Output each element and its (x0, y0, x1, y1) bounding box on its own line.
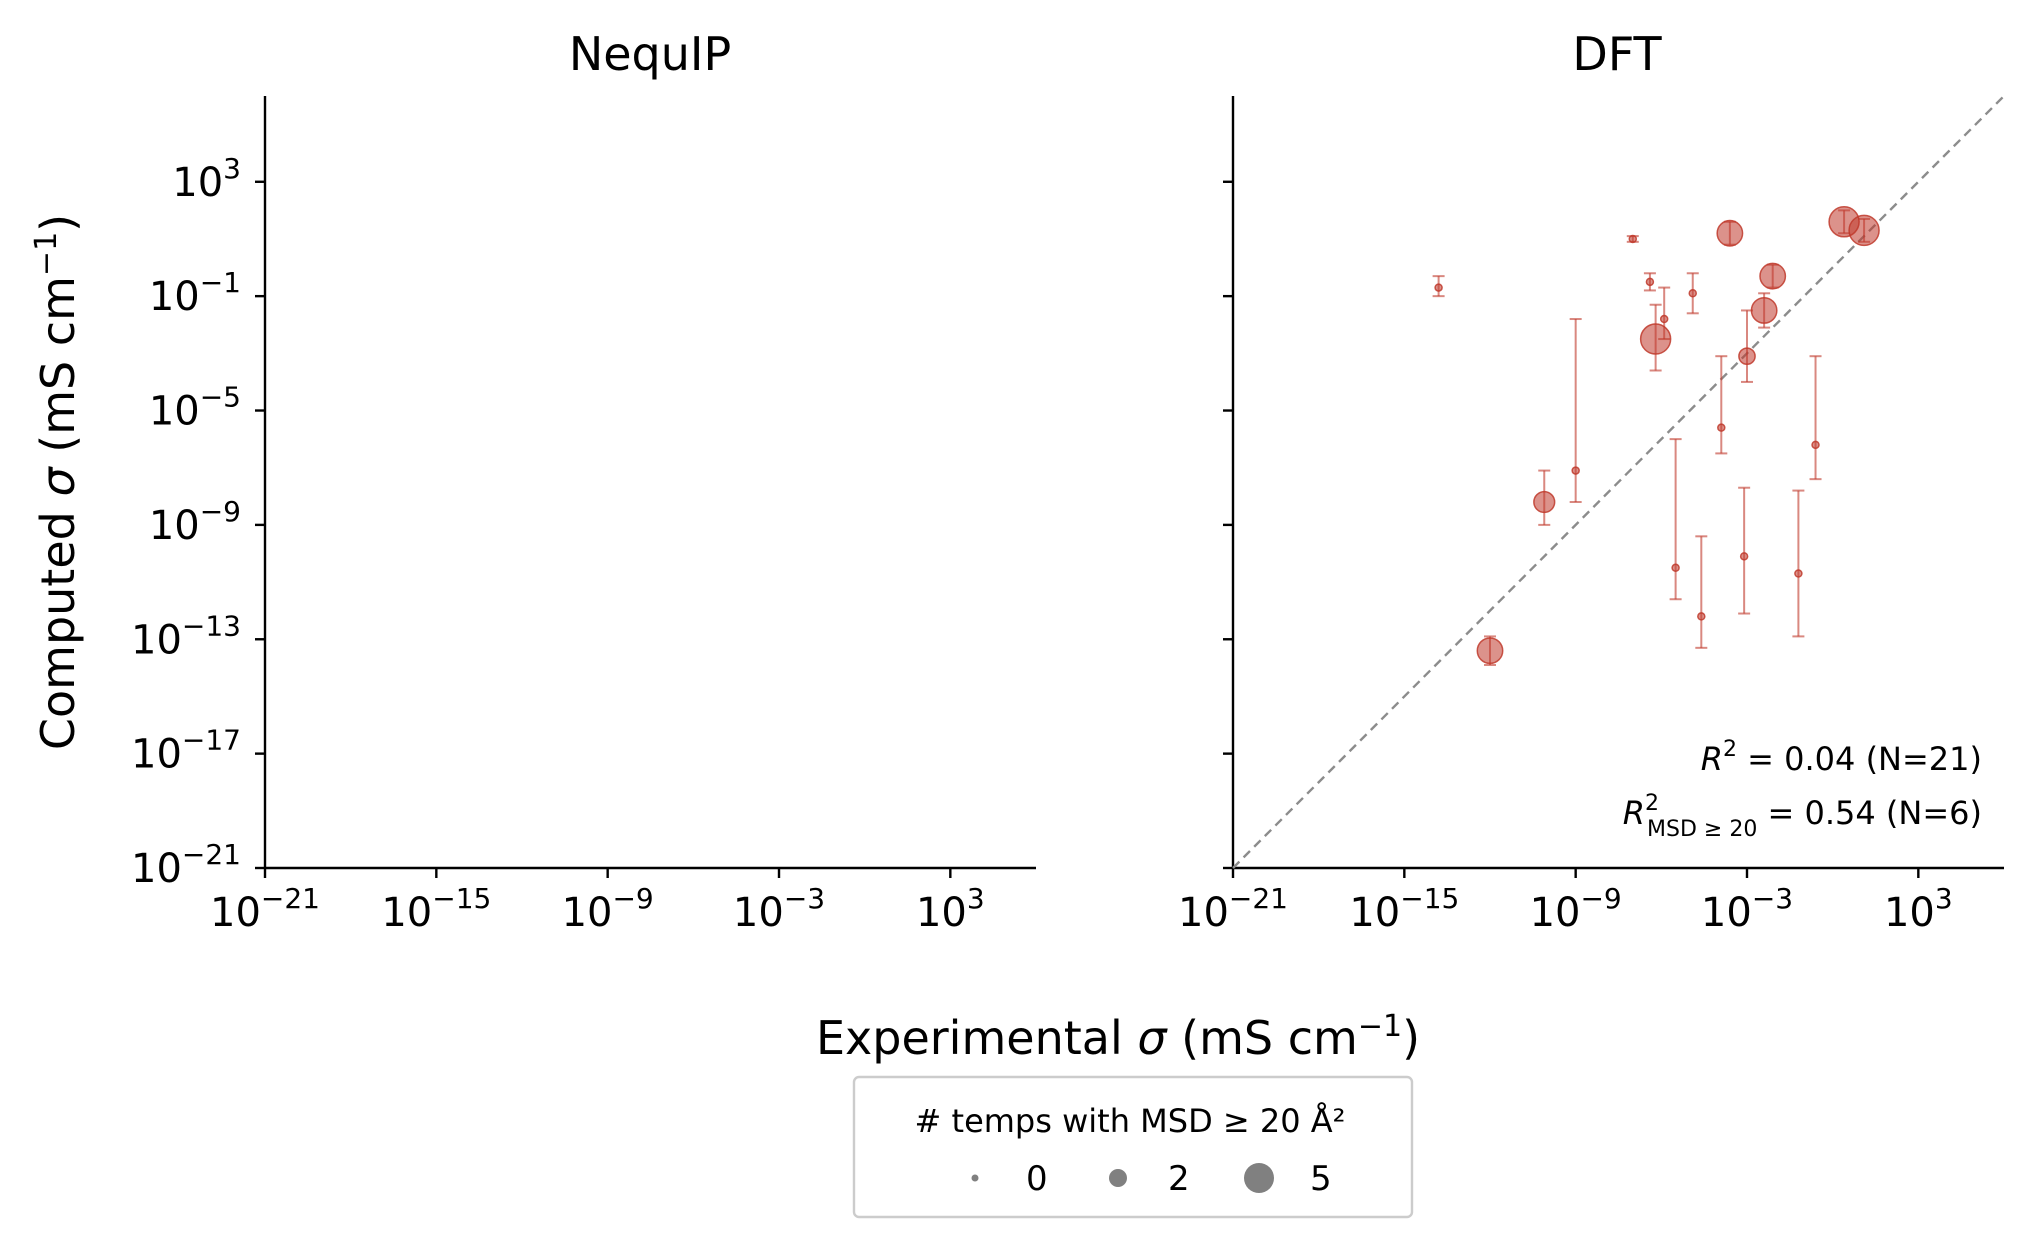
data-point-11 (1717, 423, 1726, 432)
legend-title: # temps with MSD ≥ 20 Å² (915, 1102, 1346, 1140)
r2-superscript: 2 (1723, 737, 1737, 762)
x-tick-label-2: 10−9 (562, 882, 654, 936)
axes-nequip (263, 96, 1036, 870)
data-point-2 (1533, 490, 1556, 514)
x-tick-label-0: 10−21 (210, 882, 320, 936)
r2-symbol: R (1701, 740, 1723, 778)
ticks-nequip: 10−21 10−15 10−9 10−3 103 10−21 10−17 10−13 10−9… (131, 152, 985, 936)
x-tick-label-3: 10−3 (733, 882, 825, 936)
error-bar-11 (1715, 355, 1728, 455)
x-axis-label-symbol: σ (1137, 1011, 1168, 1065)
data-point-7 (1659, 314, 1669, 324)
data-point-20 (1848, 214, 1880, 247)
r2msd-symbol: R (1623, 794, 1645, 832)
y-tick-label-6: 103 (172, 152, 241, 206)
data-point-16 (1759, 262, 1787, 290)
data-point-9 (1688, 289, 1697, 298)
y-axis-label: Computed σ (mS cm−1) (29, 214, 85, 750)
legend-marker-2 (1109, 1169, 1127, 1187)
x-tick-label-2: 10−9 (1530, 882, 1622, 936)
data-point-17 (1794, 569, 1803, 578)
data-point-8 (1671, 563, 1680, 573)
x-tick-label-4: 103 (1884, 882, 1953, 936)
x-tick-label-1: 10−15 (381, 882, 491, 936)
error-bar-18 (1809, 355, 1822, 481)
data-point-15 (1750, 296, 1778, 324)
legend-label-5: 5 (1310, 1159, 1332, 1199)
r2msd-subscript: MSD ≥ 20 (1647, 817, 1757, 842)
error-bar-8 (1669, 438, 1682, 601)
y-tick-label-5: 10−1 (149, 266, 241, 320)
r2-value: = 0.04 (N=21) (1737, 740, 1982, 778)
y-axis-label-text: Computed (31, 497, 85, 751)
y-tick-label-2: 10−13 (131, 609, 241, 663)
r2-line: R2 = 0.04 (N=21) (1701, 737, 1982, 778)
legend-marker-0 (971, 1174, 979, 1182)
r2msd-line: R2 MSD ≥ 20 = 0.54 (N=6) (1623, 791, 1982, 842)
legend: # temps with MSD ≥ 20 Å² 0 2 5 (852, 1075, 1414, 1219)
data-point-6 (1639, 323, 1672, 355)
panel-title-nequip: NequIP (569, 27, 731, 81)
data-point-4 (1628, 234, 1638, 244)
error-bar-10 (1695, 535, 1708, 649)
ticks-dft: 10−21 10−15 10−9 10−3 103 (1178, 180, 1953, 936)
r2msd-superscript: 2 (1645, 791, 1659, 816)
y-tick-label-4: 10−5 (149, 381, 241, 435)
axes-dft (1231, 96, 2004, 870)
data-point-18 (1811, 440, 1820, 450)
error-bar-14 (1741, 309, 1753, 383)
data-point-12 (1716, 219, 1744, 247)
legend-label-0: 0 (1026, 1159, 1048, 1199)
error-bar-13 (1738, 486, 1751, 615)
data-point-10 (1697, 612, 1706, 621)
r2-annotation: R2 = 0.04 (N=21) R2 MSD ≥ 20 = 0.54 (N=6) (1623, 737, 1982, 842)
y-tick-label-3: 10−9 (149, 495, 241, 549)
identity-line (1232, 95, 2005, 869)
data-point-1 (1476, 637, 1504, 665)
data-point-5 (1645, 277, 1655, 287)
y-tick-label-0: 10−21 (131, 838, 241, 892)
points-dft (1432, 206, 1880, 666)
data-point-13 (1739, 552, 1749, 561)
data-point-3 (1571, 466, 1580, 475)
x-tick-label-1: 10−15 (1349, 882, 1459, 936)
x-axis-label-close: ) (1402, 1011, 1420, 1065)
legend-marker-5 (1244, 1163, 1274, 1193)
r2msd-value: = 0.54 (N=6) (1757, 794, 1982, 832)
legend-label-2: 2 (1168, 1159, 1190, 1199)
x-axis-label-sup: −1 (1358, 1009, 1402, 1044)
data-point-14 (1738, 347, 1756, 366)
y-axis-label-symbol: σ (31, 466, 85, 497)
y-axis-label-close: ) (31, 214, 85, 232)
y-axis-label-sup: −1 (29, 232, 64, 276)
error-bar-17 (1792, 489, 1805, 638)
y-tick-label-1: 10−17 (131, 724, 241, 778)
error-bar-7 (1658, 286, 1671, 341)
data-point-0 (1434, 283, 1443, 292)
x-axis-label-unit: (mS cm (1167, 1011, 1358, 1065)
y-axis-label-unit: (mS cm (31, 276, 85, 467)
x-axis-label: Experimental σ (mS cm−1) (816, 1009, 1420, 1065)
x-axis-label-text: Experimental (816, 1011, 1137, 1065)
x-tick-label-4: 103 (916, 882, 985, 936)
x-tick-label-0: 10−21 (1178, 882, 1288, 936)
x-tick-label-3: 10−3 (1701, 882, 1793, 936)
panel-title-dft: DFT (1572, 27, 1662, 81)
